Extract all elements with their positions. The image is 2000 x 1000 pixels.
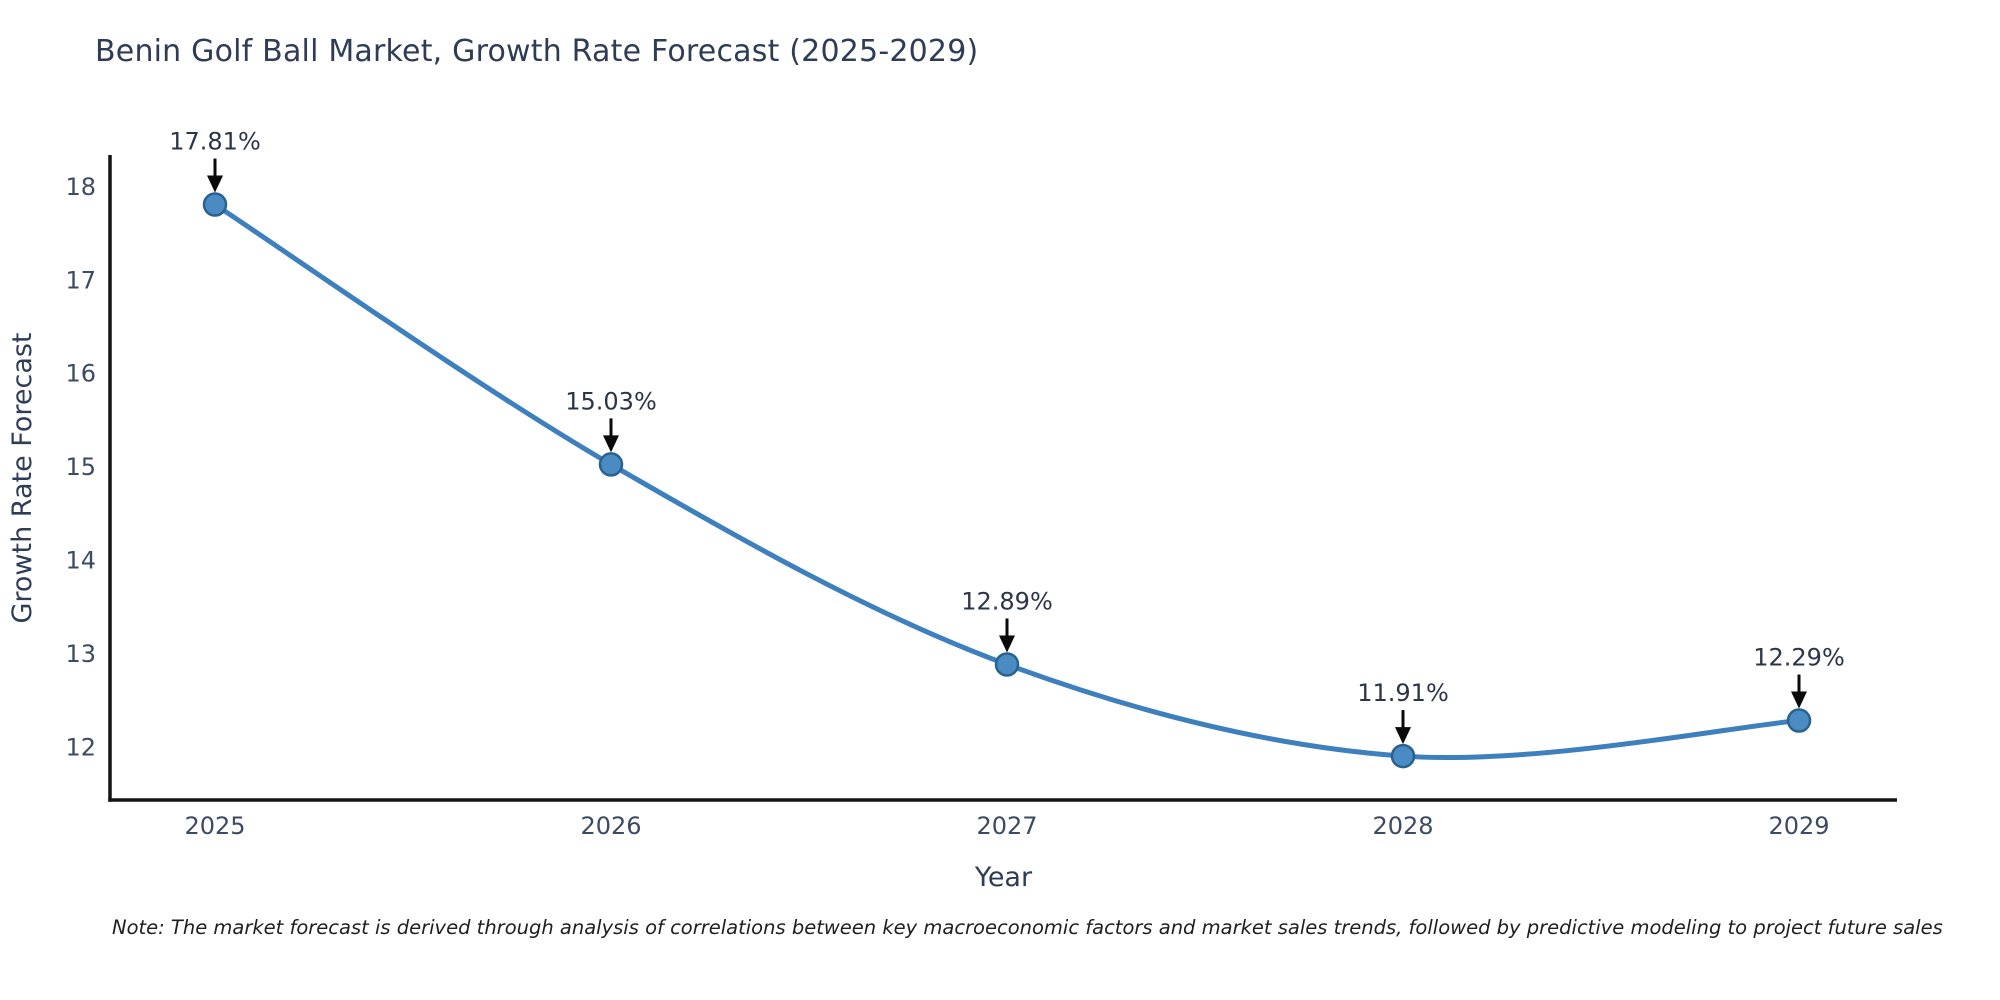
x-tick-label: 2026: [580, 812, 641, 840]
annotation-arrowhead: [207, 175, 223, 193]
data-point-label: 15.03%: [565, 387, 657, 415]
data-point-marker: [994, 652, 1020, 677]
y-tick-label: 18: [65, 173, 96, 201]
data-point-marker: [598, 452, 624, 477]
y-tick-label: 16: [65, 360, 96, 388]
annotation-arrowhead: [1395, 727, 1411, 745]
y-tick-label: 17: [65, 266, 96, 294]
data-point-label: 11.91%: [1357, 679, 1449, 707]
data-point-label: 12.29%: [1753, 644, 1845, 672]
data-point-label: 17.81%: [169, 128, 261, 156]
y-tick-label: 15: [65, 453, 96, 481]
x-tick-label: 2028: [1372, 812, 1433, 840]
annotation-arrowhead: [999, 635, 1015, 653]
x-tick-label: 2029: [1768, 812, 1829, 840]
annotation-arrowhead: [603, 435, 619, 453]
y-tick-label: 14: [65, 547, 96, 575]
y-tick-label: 13: [65, 640, 96, 668]
x-tick-label: 2025: [184, 812, 245, 840]
x-tick-label: 2027: [976, 812, 1037, 840]
chart-title: Benin Golf Ball Market, Growth Rate Fore…: [95, 34, 979, 69]
y-axis-title: Growth Rate Forecast: [7, 332, 38, 623]
data-point-marker: [1786, 708, 1812, 733]
data-point-label: 12.89%: [961, 587, 1053, 615]
data-point-marker: [1390, 743, 1416, 769]
y-tick-label: 12: [65, 734, 96, 762]
x-axis-title: Year: [974, 862, 1033, 893]
footnote: Note: The market forecast is derived thr…: [112, 916, 1943, 939]
data-point-marker: [202, 192, 228, 217]
annotation-arrowhead: [1791, 691, 1807, 709]
